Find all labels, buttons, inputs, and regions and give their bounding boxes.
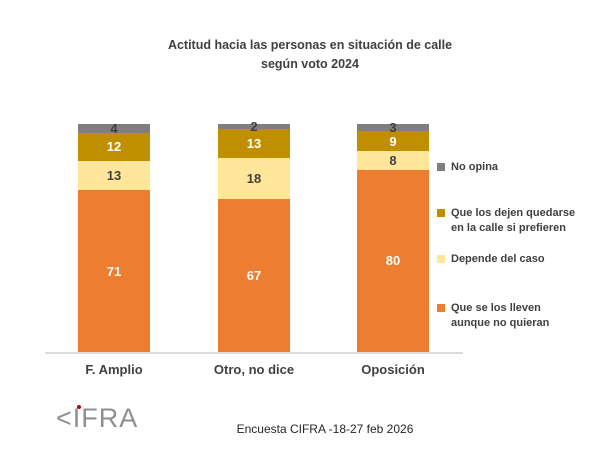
legend-swatch-icon — [437, 163, 445, 171]
bar-segment: 13 — [78, 160, 150, 191]
x-axis-label: Oposición — [361, 362, 425, 377]
bar-segment: 18 — [218, 158, 290, 200]
segment-value-label: 13 — [246, 135, 262, 151]
segment-value-label: 13 — [106, 167, 122, 183]
cifra-logo-dot-icon — [77, 405, 81, 409]
bar-f-amplio: 71 13 12 4 — [78, 121, 150, 352]
legend-label: Que se los lleven aunque no quieran — [451, 302, 550, 329]
legend-swatch-icon — [437, 209, 445, 217]
legend-label: No opina — [451, 161, 499, 173]
segment-value-label: 3 — [389, 119, 397, 135]
segment-value-label: 71 — [106, 263, 122, 279]
segment-value-label: 9 — [389, 133, 397, 149]
bar-segment: 80 — [357, 169, 429, 352]
bar-segment: 2 — [218, 120, 290, 133]
bar-segment: 12 — [78, 133, 150, 161]
cifra-logo-text: <IFRA — [56, 403, 139, 433]
bar-segment: 67 — [218, 199, 290, 352]
bar-segment: 13 — [218, 128, 290, 159]
bar-segment: 71 — [78, 190, 150, 352]
legend-swatch-icon — [437, 304, 445, 312]
bar-segment: 8 — [357, 151, 429, 170]
bar-segment: 9 — [357, 130, 429, 152]
x-axis-labels: F. Amplio Otro, no dice Oposición — [0, 362, 600, 382]
bar-segment: 4 — [78, 121, 150, 137]
segment-value-label: 2 — [250, 118, 258, 134]
legend-label: Que los dejen quedarse en la calle si pr… — [451, 207, 576, 234]
bar-oposici-n: 80 8 9 3 — [357, 119, 429, 352]
segment-value-label: 18 — [246, 171, 262, 187]
segment-value-label: 80 — [385, 253, 401, 269]
segment-value-label: 67 — [246, 268, 262, 284]
bar-segment: 3 — [357, 119, 429, 135]
chart-legend: No opina Que los dejen quedarse en la cal… — [437, 160, 592, 340]
legend-swatch-icon — [437, 255, 445, 263]
x-axis-label: Otro, no dice — [213, 362, 295, 377]
legend-item: Que los dejen quedarse en la calle si pr… — [437, 206, 575, 236]
segment-value-label: 8 — [389, 152, 397, 168]
plot-area: 71 13 12 4 67 18 13 2 80 8 9 3 — [45, 119, 463, 354]
source-note: Encuesta CIFRA -18-27 feb 2026 — [236, 422, 414, 436]
legend-item: No opina — [437, 160, 498, 175]
chart-title: Actitud hacia las personas en situación … — [167, 38, 453, 71]
segment-value-label: 12 — [106, 139, 122, 155]
legend-item: Depende del caso — [437, 252, 545, 267]
segment-value-label: 4 — [110, 121, 118, 137]
x-axis-label: F. Amplio — [85, 362, 143, 377]
bar-otro-no-dice: 67 18 13 2 — [218, 120, 290, 352]
legend-item: Que se los lleven aunque no quieran — [437, 301, 549, 331]
legend-label: Depende del caso — [451, 253, 545, 265]
cifra-logo: <IFRA — [56, 401, 138, 435]
